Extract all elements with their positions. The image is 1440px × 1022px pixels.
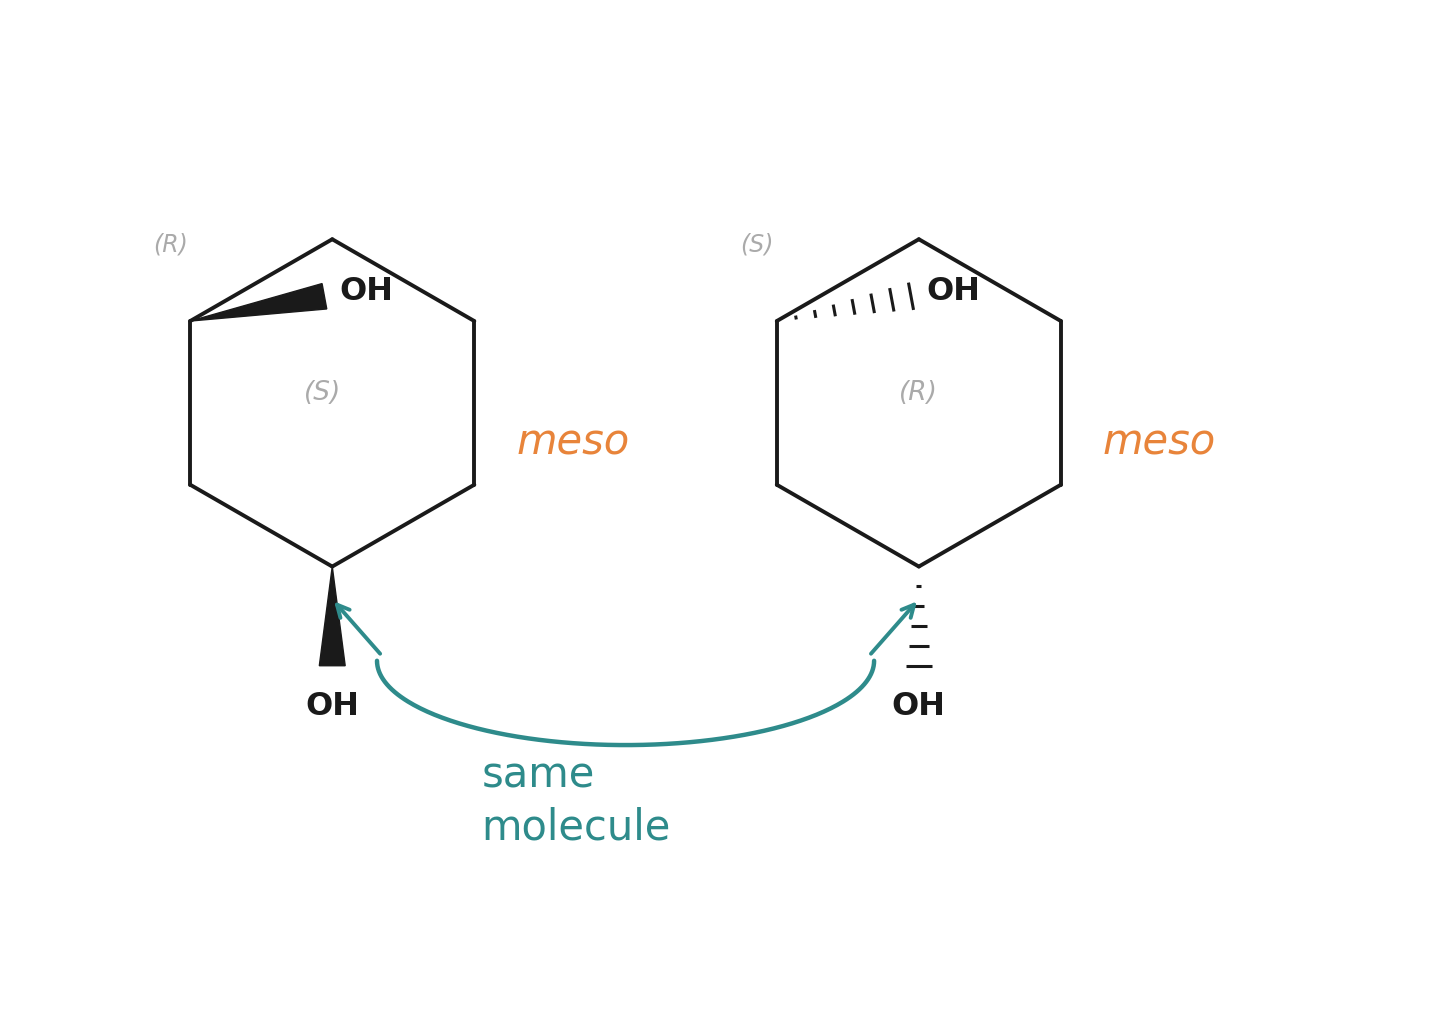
Text: OH: OH xyxy=(926,276,979,307)
Text: (S): (S) xyxy=(304,380,341,406)
Text: meso: meso xyxy=(1103,421,1215,464)
Text: OH: OH xyxy=(340,276,393,307)
Text: (R): (R) xyxy=(153,233,187,257)
Text: same
molecule: same molecule xyxy=(481,755,671,849)
Polygon shape xyxy=(320,566,346,665)
Polygon shape xyxy=(190,283,327,321)
Text: meso: meso xyxy=(516,421,629,464)
Text: OH: OH xyxy=(305,691,359,722)
Text: (S): (S) xyxy=(740,233,773,257)
Text: (R): (R) xyxy=(900,380,939,406)
Text: OH: OH xyxy=(891,691,946,722)
